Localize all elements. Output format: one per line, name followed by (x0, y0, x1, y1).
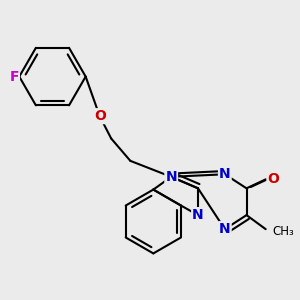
Text: O: O (94, 109, 106, 123)
Text: F: F (9, 70, 19, 84)
Text: O: O (267, 172, 279, 186)
Text: N: N (219, 222, 231, 236)
Text: N: N (219, 167, 231, 181)
Text: N: N (165, 170, 177, 184)
Text: CH₃: CH₃ (272, 225, 294, 238)
Text: N: N (192, 208, 204, 222)
